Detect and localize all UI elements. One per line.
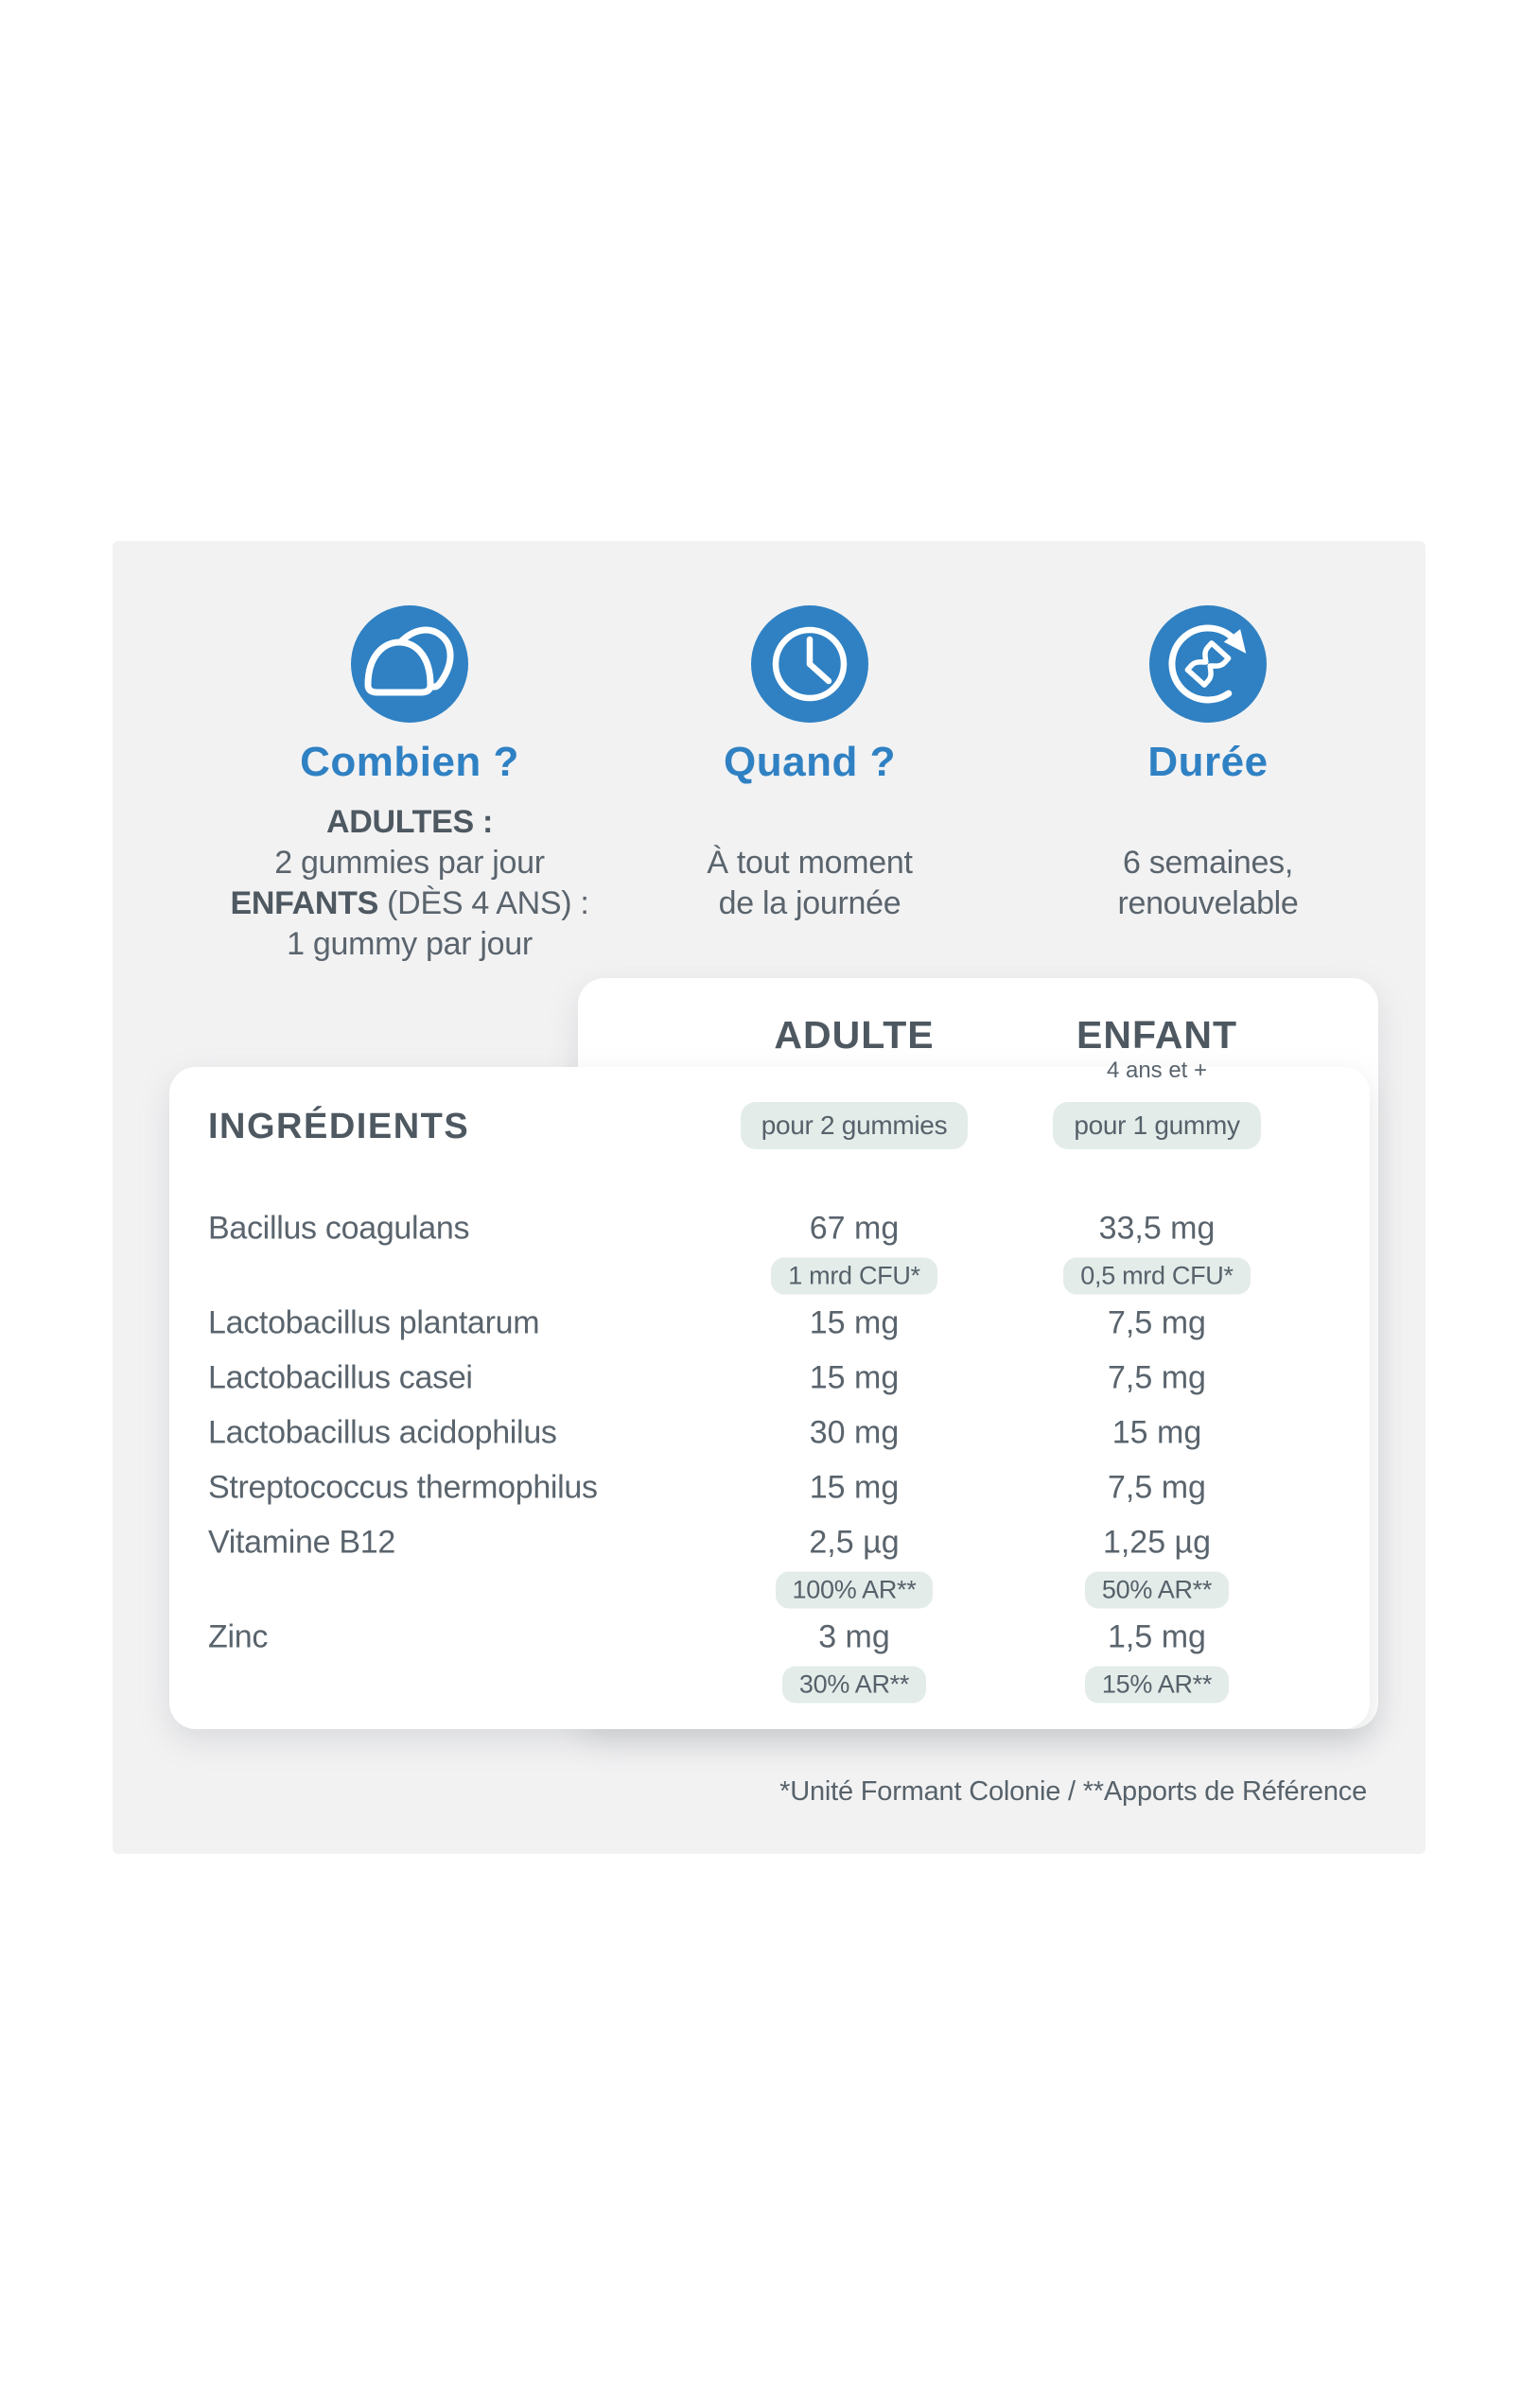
ingredient-name: Lactobacillus plantarum xyxy=(208,1304,540,1341)
feature-title-combien: Combien ? xyxy=(300,739,519,785)
column-header-adult: ADULTE xyxy=(774,1013,935,1057)
adult-value: 3 mg xyxy=(818,1618,890,1655)
feature-text-duree: 6 semaines, renouvelable xyxy=(990,843,1426,924)
adult-badge-wrap: 1 mrd CFU* xyxy=(712,1257,996,1295)
adult-badge-wrap: 100% AR** xyxy=(712,1571,996,1609)
feature-text-quand: À tout moment de la journée xyxy=(592,843,1027,924)
feature-line: renouvelable xyxy=(1117,885,1299,921)
ingredient-row: Streptococcus thermophilus 15 mg 7,5 mg xyxy=(208,1460,1370,1515)
ingredient-name: Lactobacillus acidophilus xyxy=(208,1414,557,1451)
child-badge-wrap: 15% AR** xyxy=(1015,1666,1299,1704)
ingredient-name: Zinc xyxy=(208,1618,269,1655)
footnote: *Unité Formant Colonie / **Apports de Ré… xyxy=(779,1776,1367,1807)
adult-value: 30 mg xyxy=(809,1414,900,1451)
child-badge-wrap: 0,5 mrd CFU* xyxy=(1015,1257,1299,1295)
adult-value: 15 mg xyxy=(809,1304,900,1341)
child-value: 7,5 mg xyxy=(1108,1304,1206,1341)
serving-badge-adult-wrap: pour 2 gummies xyxy=(712,1102,996,1149)
adult-value: 2,5 µg xyxy=(809,1524,900,1561)
gummies-icon xyxy=(351,605,468,723)
feature-text-combien: ADULTES : 2 gummies par jour ENFANTS (DÈS … xyxy=(192,802,627,965)
ingredients-card xyxy=(169,1067,1370,1729)
serving-badge-enfant-wrap: pour 1 gummy xyxy=(1015,1102,1299,1149)
adult-value: 15 mg xyxy=(809,1359,900,1396)
child-value: 33,5 mg xyxy=(1098,1210,1216,1247)
child-value: 7,5 mg xyxy=(1108,1469,1206,1506)
adult-value: 67 mg xyxy=(809,1210,900,1247)
child-badge-wrap: 50% AR** xyxy=(1015,1571,1299,1609)
child-badge: 15% AR** xyxy=(1084,1666,1230,1704)
ingredients-table: Bacillus coagulans 67 mg 33,5 mg 1 mrd CFU*… xyxy=(208,1201,1370,1704)
ingredient-badge-row: 1 mrd CFU* 0,5 mrd CFU* xyxy=(208,1256,1370,1296)
feature-line: ENFANTS (DÈS 4 ANS) : xyxy=(230,885,589,921)
feature-dosage: Combien ? ADULTES : 2 gummies par jour ENF… xyxy=(192,605,627,965)
ingredient-name: Lactobacillus casei xyxy=(208,1359,473,1396)
serving-badge-enfant: pour 1 gummy xyxy=(1053,1102,1261,1149)
ingredient-row: Lactobacillus casei 15 mg 7,5 mg xyxy=(208,1351,1370,1406)
child-value: 15 mg xyxy=(1111,1414,1202,1451)
feature-line: 2 gummies par jour xyxy=(274,845,545,881)
adult-badge-wrap: 30% AR** xyxy=(712,1666,996,1704)
ingredient-row: Zinc 3 mg 1,5 mg xyxy=(208,1610,1370,1665)
renewal-icon xyxy=(1149,605,1267,723)
child-badge: 0,5 mrd CFU* xyxy=(1063,1257,1251,1295)
ingredient-badge-row: 30% AR** 15% AR** xyxy=(208,1665,1370,1704)
feature-line: 6 semaines, xyxy=(1122,845,1293,881)
feature-line: 1 gummy par jour xyxy=(287,926,533,962)
feature-line: de la journée xyxy=(718,885,901,921)
feature-line: ADULTES : xyxy=(325,804,494,840)
ingredients-heading: INGRÉDIENTS xyxy=(208,1107,470,1146)
ingredient-name: Streptococcus thermophilus xyxy=(208,1469,598,1506)
clock-icon xyxy=(751,605,868,723)
feature-timing: Quand ? À tout moment de la journée xyxy=(592,605,1027,924)
column-header-enfant: ENFANT xyxy=(1076,1013,1237,1057)
column-subheader-enfant: 4 ans et + xyxy=(1106,1058,1208,1083)
child-value: 1,5 mg xyxy=(1108,1618,1206,1655)
child-value: 7,5 mg xyxy=(1108,1359,1206,1396)
ingredient-name: Vitamine B12 xyxy=(208,1524,396,1561)
adult-badge: 1 mrd CFU* xyxy=(771,1257,937,1295)
ingredient-row: Bacillus coagulans 67 mg 33,5 mg xyxy=(208,1201,1370,1256)
ingredient-badge-row: 100% AR** 50% AR** xyxy=(208,1570,1370,1610)
ingredient-name: Bacillus coagulans xyxy=(208,1210,470,1247)
adult-badge: 100% AR** xyxy=(775,1571,934,1609)
ingredient-row: Lactobacillus plantarum 15 mg 7,5 mg xyxy=(208,1296,1370,1351)
feature-duration: Durée 6 semaines, renouvelable xyxy=(990,605,1426,924)
feature-title-duree: Durée xyxy=(1147,739,1269,785)
serving-badge-adult: pour 2 gummies xyxy=(740,1102,969,1149)
adult-badge: 30% AR** xyxy=(781,1666,927,1704)
ingredient-row: Lactobacillus acidophilus 30 mg 15 mg xyxy=(208,1406,1370,1460)
ingredient-row: Vitamine B12 2,5 µg 1,25 µg xyxy=(208,1515,1370,1570)
feature-line: À tout moment xyxy=(707,845,913,881)
child-value: 1,25 µg xyxy=(1102,1524,1212,1561)
child-badge: 50% AR** xyxy=(1084,1571,1230,1609)
adult-value: 15 mg xyxy=(809,1469,900,1506)
feature-title-quand: Quand ? xyxy=(724,739,896,785)
